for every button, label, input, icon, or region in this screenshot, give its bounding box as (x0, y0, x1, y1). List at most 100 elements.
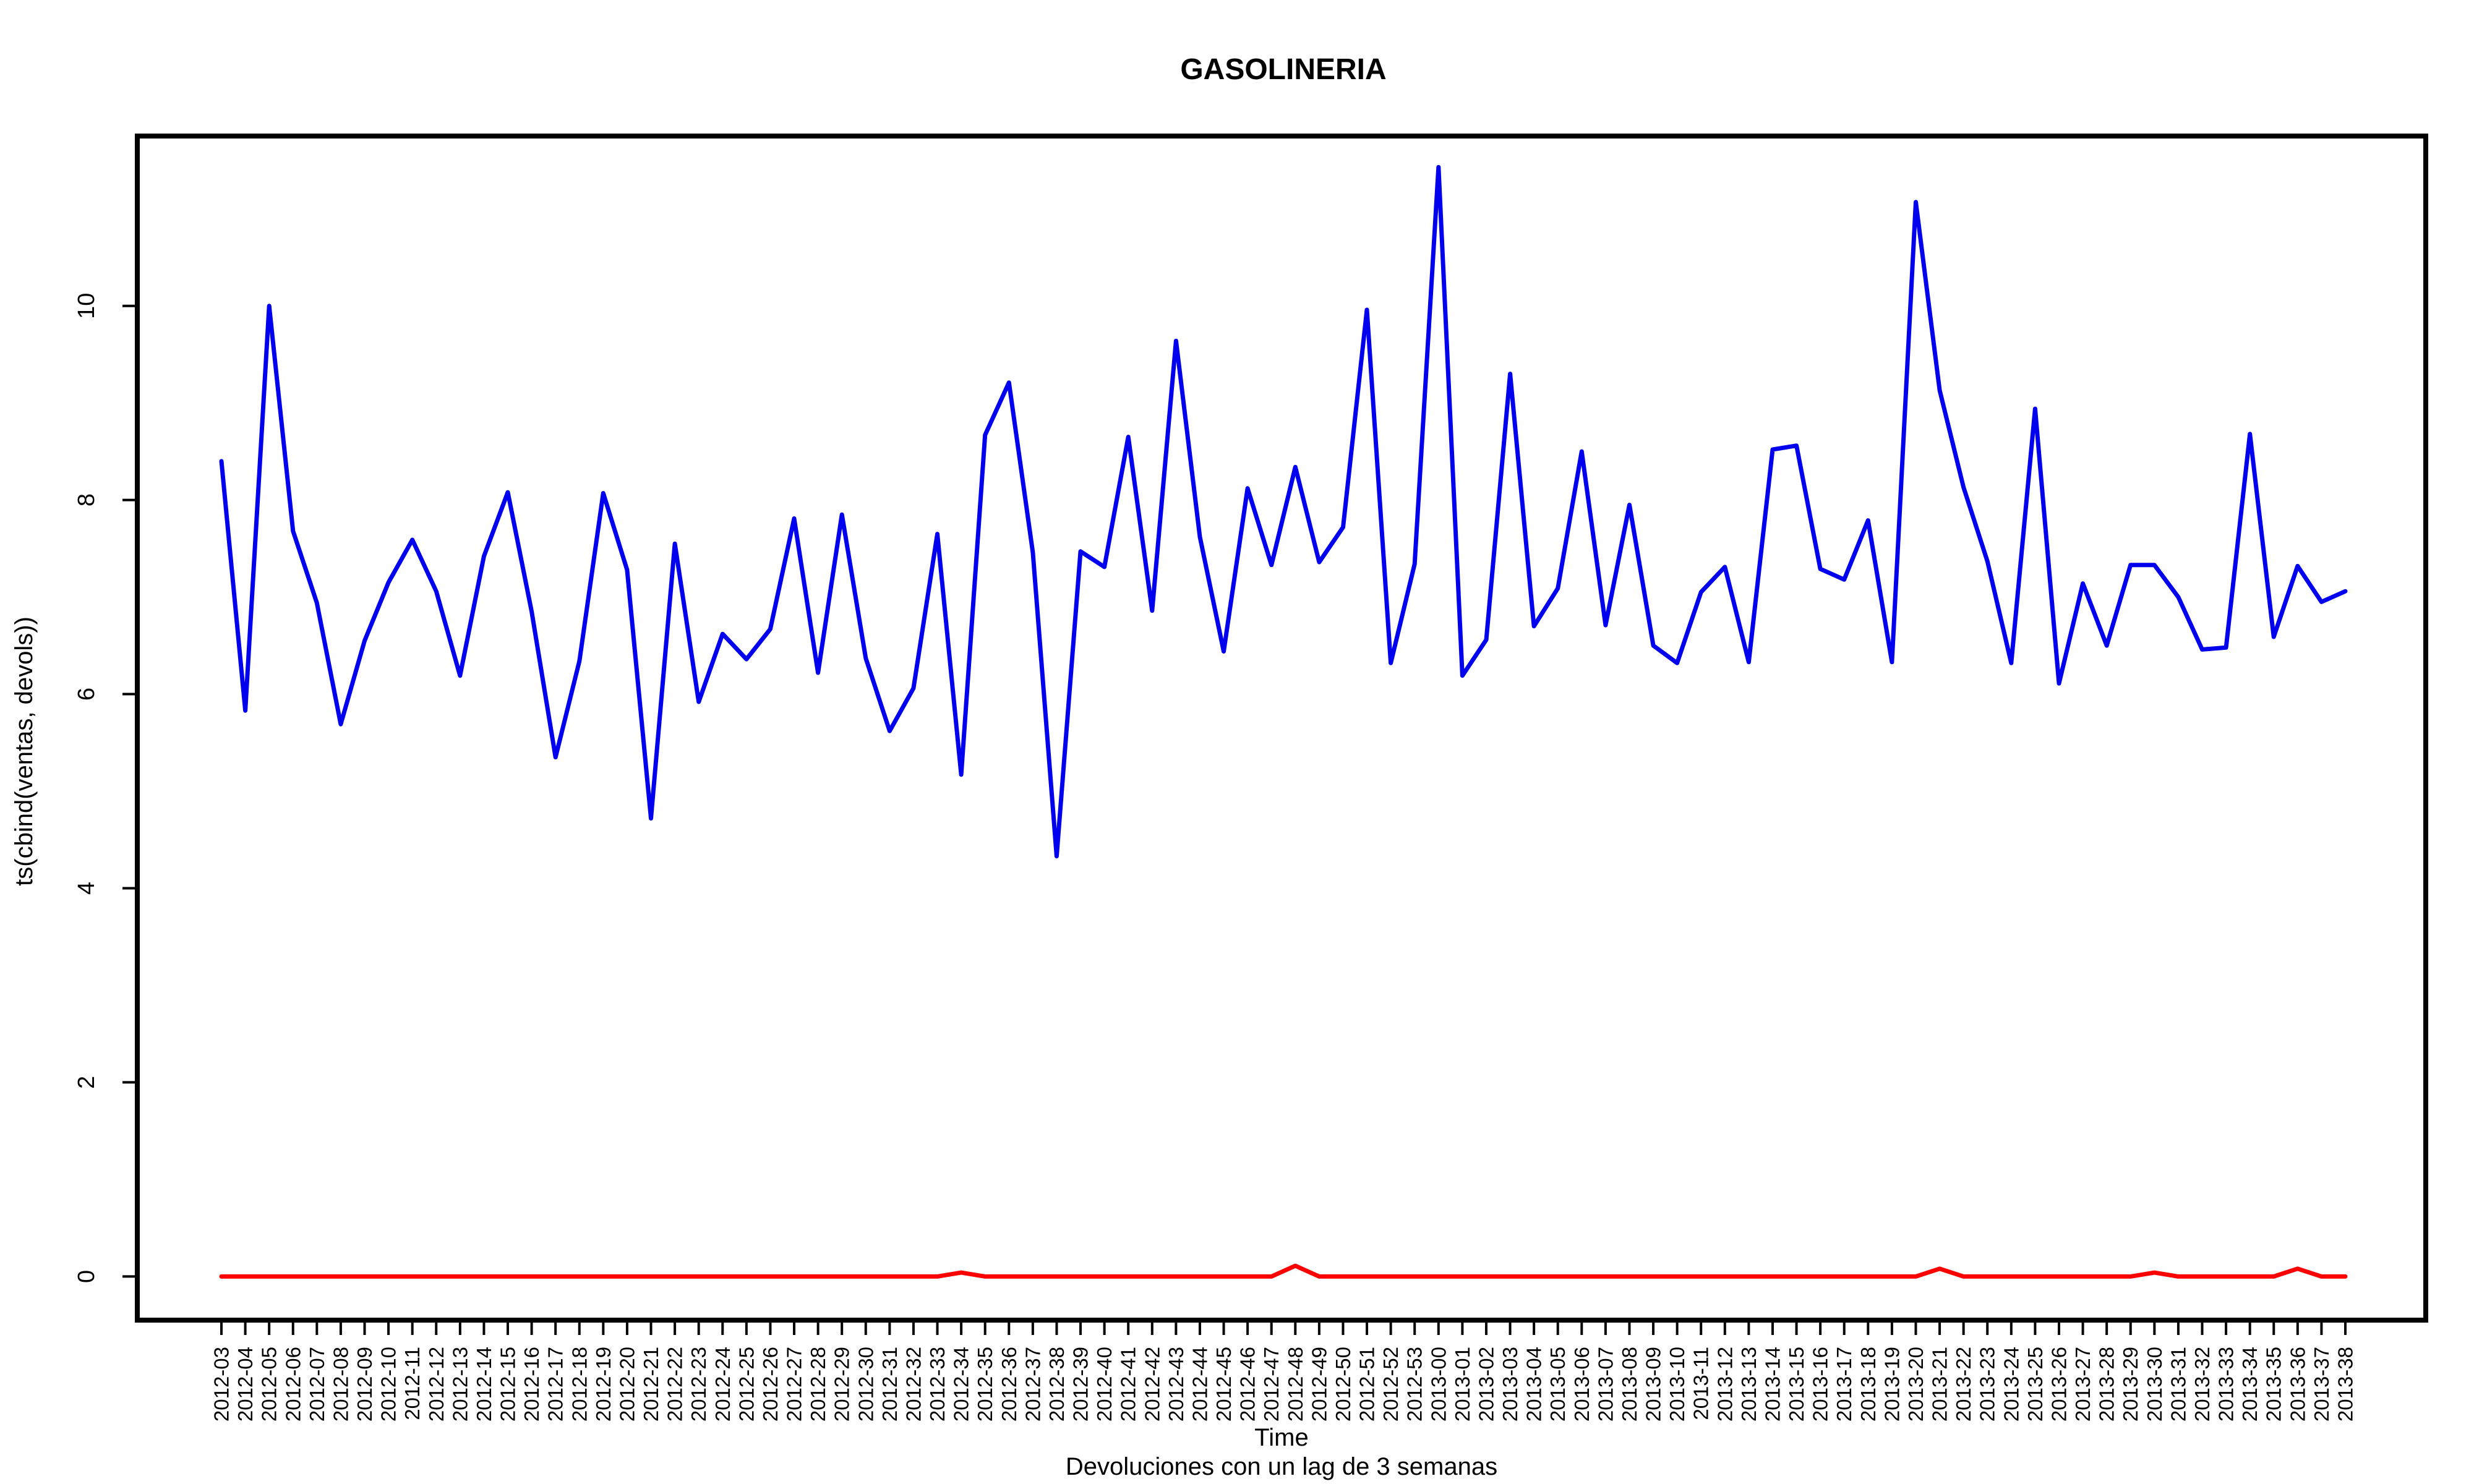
x-tick-label: 2012-44 (1189, 1347, 1212, 1422)
series-2-line (219, 1263, 2348, 1279)
x-tick-label: 2013-28 (2095, 1347, 2118, 1422)
chart-title: GASOLINERIA (1180, 53, 1386, 86)
x-tick-label: 2012-12 (425, 1347, 448, 1422)
x-tick-label: 2013-33 (2215, 1347, 2238, 1422)
y-tick-label: 6 (74, 688, 100, 701)
x-tick-label: 2012-32 (902, 1347, 925, 1422)
plot-frame (135, 134, 2428, 1323)
x-tick-label: 2013-19 (1880, 1347, 1903, 1422)
x-tick-label: 2012-29 (831, 1347, 854, 1422)
x-tick-label: 2013-25 (2024, 1347, 2047, 1422)
x-tick-label: 2013-02 (1475, 1347, 1498, 1422)
x-tick-label: 2013-29 (2119, 1347, 2142, 1422)
x-tick-label: 2012-49 (1308, 1347, 1330, 1422)
y-tick-label: 4 (74, 882, 100, 895)
x-tick-label: 2013-20 (1904, 1347, 1927, 1422)
x-tick-label: 2012-37 (1021, 1347, 1044, 1422)
x-tick-label: 2012-39 (1069, 1347, 1092, 1422)
x-tick-label: 2013-12 (1713, 1347, 1736, 1422)
x-tick-label: 2012-38 (1045, 1347, 1068, 1422)
x-tick-label: 2012-30 (854, 1347, 877, 1422)
x-tick-label: 2012-15 (497, 1347, 520, 1422)
x-tick-label: 2013-09 (1642, 1347, 1665, 1422)
x-tick-label: 2012-53 (1403, 1347, 1426, 1422)
x-tick-label: 2012-26 (759, 1347, 782, 1422)
x-tick-label: 2012-07 (306, 1347, 328, 1422)
x-tick-label: 2013-03 (1499, 1347, 1522, 1422)
x-tick-label: 2013-38 (2334, 1347, 2357, 1422)
x-tick-label: 2012-19 (592, 1347, 615, 1422)
x-tick-label: 2013-01 (1451, 1347, 1474, 1422)
x-tick-label: 2012-36 (998, 1347, 1021, 1422)
x-tick-label: 2012-42 (1141, 1347, 1163, 1422)
x-tick-label: 2013-36 (2286, 1347, 2309, 1422)
x-tick-label: 2012-05 (258, 1347, 281, 1422)
x-tick-label: 2012-31 (878, 1347, 901, 1422)
x-tick-label: 2013-22 (1952, 1347, 1975, 1422)
x-tick-label: 2013-04 (1523, 1347, 1546, 1422)
x-axis-label: Time (1254, 1424, 1308, 1451)
x-tick-label: 2013-06 (1570, 1347, 1593, 1422)
x-tick-label: 2012-14 (473, 1347, 495, 1422)
x-tick-label: 2013-00 (1427, 1347, 1450, 1422)
x-tick-label: 2012-52 (1379, 1347, 1402, 1422)
x-tick-label: 2013-32 (2191, 1347, 2214, 1422)
x-tick-label: 2013-23 (1976, 1347, 1999, 1422)
x-tick-label: 2012-33 (926, 1347, 949, 1422)
x-tick-label: 2012-18 (568, 1347, 591, 1422)
y-axis-label: ts(cbind(ventas, devols)) (11, 616, 38, 886)
x-tick-label: 2013-24 (2000, 1347, 2022, 1422)
series-layer (219, 164, 2348, 1279)
x-tick-label: 2013-11 (1690, 1347, 1713, 1420)
x-tick-label: 2012-48 (1284, 1347, 1307, 1422)
x-tick-label: 2012-25 (735, 1347, 758, 1422)
x-tick-label: 2013-17 (1833, 1347, 1856, 1422)
x-tick-label: 2012-03 (210, 1347, 233, 1422)
x-tick-label: 2012-20 (615, 1347, 638, 1422)
x-tick-label: 2012-16 (520, 1347, 543, 1422)
x-tick-label: 2013-21 (1928, 1347, 1951, 1422)
x-tick-label: 2012-17 (544, 1347, 567, 1422)
x-tick-label: 2013-08 (1618, 1347, 1641, 1422)
x-tick-label: 2012-10 (377, 1347, 400, 1422)
x-tick-label: 2012-40 (1093, 1347, 1116, 1422)
x-axis-subtitle: Devoluciones con un lag de 3 semanas (1066, 1453, 1497, 1480)
x-tick-label: 2012-35 (974, 1347, 996, 1422)
x-tick-label: 2012-28 (807, 1347, 829, 1422)
x-tick-label: 2013-30 (2143, 1347, 2166, 1422)
x-tick-label: 2013-37 (2310, 1347, 2333, 1422)
x-tick-label: 2013-15 (1785, 1347, 1808, 1422)
x-tick-label: 2012-22 (664, 1347, 687, 1422)
x-tick-label: 2012-11 (401, 1347, 424, 1420)
x-tick-label: 2013-13 (1737, 1347, 1760, 1422)
x-tick-label: 2012-23 (687, 1347, 710, 1422)
x-tick-label: 2013-14 (1761, 1347, 1784, 1422)
x-tick-label: 2012-47 (1260, 1347, 1283, 1422)
x-tick-label: 2013-27 (2071, 1347, 2094, 1422)
x-tick-label: 2012-27 (783, 1347, 806, 1422)
x-tick-label: 2012-41 (1117, 1347, 1140, 1422)
x-tick-label: 2012-43 (1165, 1347, 1188, 1422)
x-tick-label: 2012-34 (950, 1347, 973, 1422)
x-tick-label: 2012-13 (448, 1347, 471, 1422)
x-axis: 2012-03 2012-04 2012-05 2012-06 2012-07 2012-… (210, 1320, 2357, 1422)
series-1-line (219, 164, 2348, 859)
x-tick-label: 2013-05 (1546, 1347, 1569, 1422)
x-tick-label: 2013-10 (1666, 1347, 1689, 1422)
x-tick-label: 2012-45 (1212, 1347, 1235, 1422)
x-tick-label: 2013-31 (2167, 1347, 2189, 1422)
x-tick-label: 2012-46 (1236, 1347, 1259, 1422)
x-tick-label: 2012-21 (640, 1347, 662, 1422)
x-tick-label: 2012-08 (329, 1347, 352, 1422)
x-tick-label: 2013-35 (2262, 1347, 2285, 1422)
x-tick-label: 2012-04 (234, 1347, 257, 1422)
x-tick-label: 2012-51 (1356, 1347, 1379, 1422)
y-tick-label: 2 (74, 1076, 100, 1089)
x-tick-label: 2012-09 (353, 1347, 376, 1422)
y-axis: 0 2 4 6 8 10 (74, 293, 137, 1283)
x-tick-label: 2013-34 (2238, 1347, 2261, 1422)
x-tick-label: 2012-06 (281, 1347, 304, 1422)
x-tick-label: 2013-16 (1809, 1347, 1832, 1422)
y-tick-label: 0 (74, 1270, 100, 1283)
